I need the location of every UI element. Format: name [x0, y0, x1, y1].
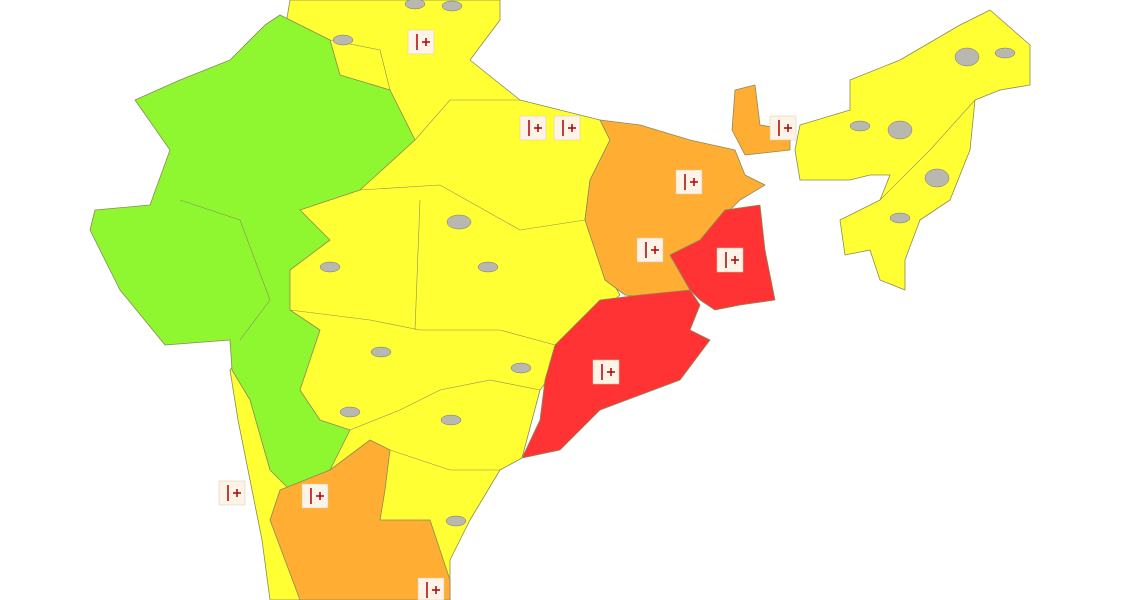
border [359, 184, 586, 231]
heat-icon [769, 115, 797, 141]
cloud-icon [849, 120, 871, 132]
heat-icon [407, 29, 435, 55]
cloud-icon [887, 120, 913, 140]
yellow-region-northeast [794, 9, 1031, 291]
orange-region-south [269, 439, 451, 600]
cloud-icon [404, 0, 426, 10]
heat-icon [218, 480, 246, 506]
cloud-icon [889, 212, 911, 224]
rain-icons [319, 0, 1016, 527]
district-borders [179, 39, 976, 471]
cloud-icon [994, 47, 1016, 59]
heat-icon [716, 247, 744, 273]
border [179, 199, 271, 341]
border [389, 449, 500, 471]
cloud-icon [440, 414, 462, 426]
border [414, 99, 520, 141]
heat-warning-icons [218, 29, 797, 600]
cloud-icon [332, 34, 354, 46]
border [414, 199, 421, 331]
cloud-icon [339, 406, 361, 418]
cloud-icon [924, 168, 950, 188]
cloud-icon [954, 47, 980, 67]
cloud-icon [441, 0, 463, 12]
heat-icon [301, 483, 329, 509]
regions [89, 0, 1031, 600]
heat-icon [675, 169, 703, 195]
cloud-icon [510, 362, 532, 374]
cloud-icon [446, 214, 472, 230]
border [879, 99, 976, 201]
cloud-icon [370, 346, 392, 358]
cloud-icon [445, 515, 467, 527]
heat-icon [519, 115, 547, 141]
cloud-icon [477, 261, 499, 273]
border [289, 309, 556, 346]
cloud-icon [319, 261, 341, 273]
border [349, 379, 541, 431]
heat-icon [636, 237, 664, 263]
heat-icon [417, 577, 445, 600]
heat-icon [553, 115, 581, 141]
heat-icon [592, 359, 620, 385]
